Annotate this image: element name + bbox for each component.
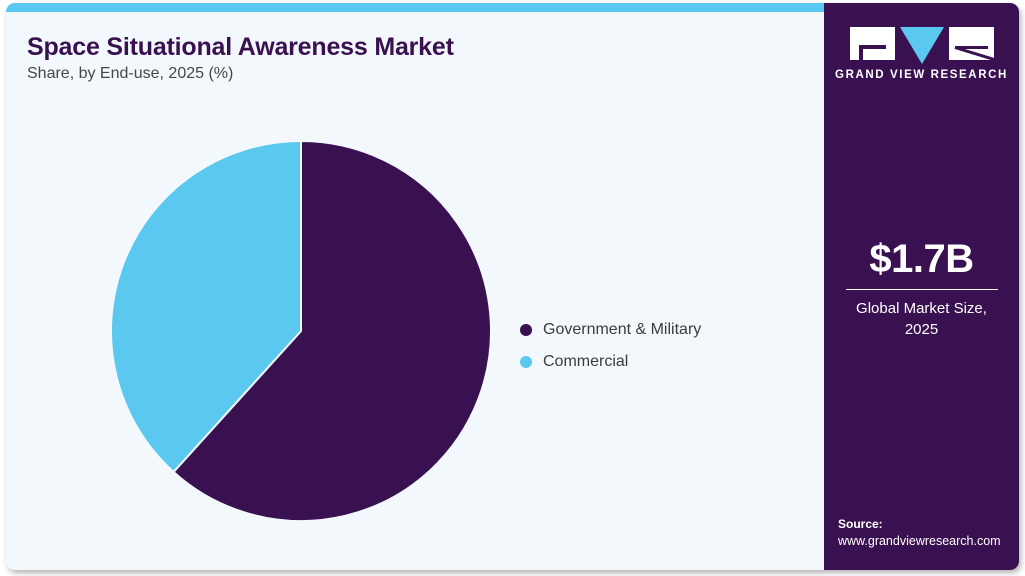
legend-item-label: Commercial <box>543 353 629 370</box>
pie-slice[interactable] <box>172 141 491 521</box>
brand-panel: GRAND VIEW RESEARCH $1.7B Global Market … <box>824 3 1019 570</box>
chart-card: Space Situational Awareness Market Share… <box>6 3 1019 570</box>
source-title: Source: <box>838 517 883 531</box>
page-subtitle: Share, by End-use, 2025 (%) <box>27 65 234 82</box>
legend-item-government-military[interactable]: Government & Military <box>520 314 780 346</box>
logo-wordmark: GRAND VIEW RESEARCH <box>835 69 1008 81</box>
legend-swatch-icon <box>520 356 532 368</box>
source-block: Source: www.grandviewresearch.com <box>838 516 1019 550</box>
legend-item-label: Government & Military <box>543 321 702 338</box>
logo-letter-g-icon <box>849 27 895 60</box>
pie-slice[interactable] <box>111 141 302 474</box>
logo-letter-r-icon <box>948 27 994 60</box>
page-title: Space Situational Awareness Market <box>27 33 454 61</box>
pie-chart <box>111 141 491 521</box>
logo-marks <box>849 27 994 64</box>
pie-chart-svg <box>111 141 491 521</box>
chart-area: Space Situational Awareness Market Share… <box>6 12 824 570</box>
chart-legend: Government & Military Commercial <box>520 314 780 378</box>
gvr-logo-icon: GRAND VIEW RESEARCH <box>824 27 1019 81</box>
source-url[interactable]: www.grandviewresearch.com <box>838 534 1001 548</box>
market-size-stat: $1.7B Global Market Size, 2025 <box>824 236 1019 340</box>
logo-letter-v-triangle-icon <box>899 27 944 64</box>
stat-label: Global Market Size, 2025 <box>856 300 987 338</box>
top-accent-bar <box>6 3 824 12</box>
stat-divider <box>845 289 998 290</box>
stat-value: $1.7B <box>869 237 974 281</box>
legend-item-commercial[interactable]: Commercial <box>520 346 780 378</box>
legend-swatch-icon <box>520 324 532 336</box>
